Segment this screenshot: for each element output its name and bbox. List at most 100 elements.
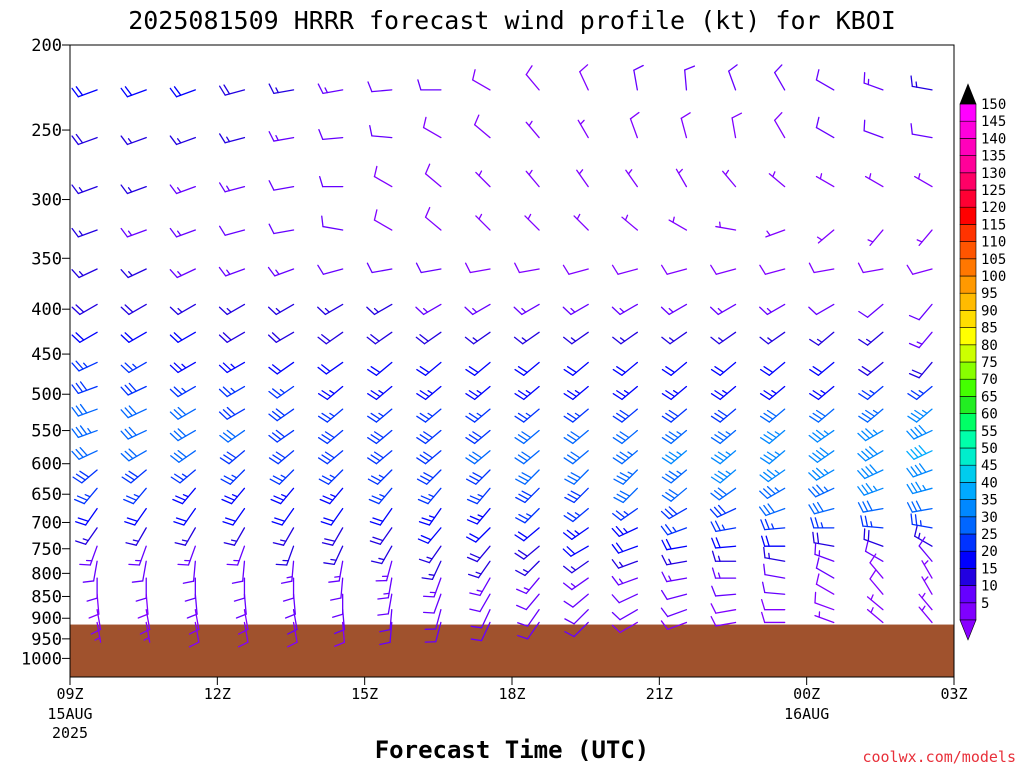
barb-staff (719, 469, 737, 484)
barb-staff (675, 168, 688, 188)
barb-flag (710, 457, 721, 465)
barb-flag (75, 360, 84, 370)
wind-barb (918, 605, 933, 624)
barb-flag (369, 540, 381, 545)
barb-flag (226, 406, 236, 416)
wind-barb (759, 486, 786, 499)
barb-flag (869, 569, 877, 580)
barb-staff (276, 385, 295, 399)
barb-staff (224, 136, 246, 144)
barb-half-flag (324, 87, 329, 94)
wind-barb (231, 560, 246, 584)
barb-flag (910, 390, 921, 398)
barb-half-flag (618, 561, 624, 568)
barb-staff (572, 429, 589, 445)
barb-flag (564, 631, 575, 638)
barb-half-flag (378, 474, 385, 479)
barb-flag (188, 641, 200, 648)
barb-half-flag (378, 412, 385, 417)
barb-flag (619, 431, 630, 439)
barb-staff (127, 429, 147, 440)
wind-barb (857, 428, 884, 442)
barb-flag (710, 615, 717, 627)
barb-half-flag (915, 81, 918, 88)
barb-staff (476, 487, 491, 505)
wind-barb (379, 621, 393, 646)
barb-flag (75, 405, 84, 416)
barb-flag (563, 392, 574, 401)
barb-flag (808, 488, 817, 498)
wind-barb (809, 331, 835, 346)
barb-flag (268, 83, 275, 95)
barb-flag (562, 565, 573, 574)
barb-staff (127, 385, 147, 396)
barb-flag (319, 498, 331, 505)
wind-barb (218, 266, 246, 277)
barb-flag (714, 473, 725, 481)
barb-flag (661, 476, 672, 484)
barb-staff (126, 185, 147, 195)
wind-barb (71, 403, 98, 417)
barb-staff (572, 450, 589, 465)
barb-half-flag (922, 484, 927, 491)
wind-barb (611, 593, 638, 604)
wind-barb (564, 621, 589, 638)
barb-staff (719, 429, 737, 445)
barb-flag (268, 434, 278, 443)
barb-flag (563, 368, 574, 376)
barb-flag (665, 390, 676, 398)
barb-flag (123, 498, 135, 505)
barb-staff (815, 487, 835, 498)
wind-barb (562, 545, 589, 557)
barb-flag (815, 429, 826, 438)
barb-staff (618, 593, 638, 604)
barb-staff (427, 527, 442, 544)
barb-flag (865, 409, 876, 417)
barb-flag (367, 415, 378, 423)
barb-staff (77, 429, 98, 439)
barb-staff (572, 507, 589, 523)
wind-barb (418, 507, 442, 526)
barb-flag (661, 539, 668, 551)
barb-flag (767, 503, 775, 514)
x-tick-sublabel: 15AUG (47, 705, 92, 723)
barb-staff (715, 609, 737, 614)
barb-staff (622, 469, 638, 485)
barb-half-flag (275, 87, 279, 94)
wind-barb (280, 560, 295, 584)
barb-staff (684, 69, 688, 91)
barb-flag (858, 338, 869, 346)
barb-flag (272, 388, 282, 397)
barb-flag (71, 306, 81, 316)
barb-staff (813, 507, 835, 515)
barb-staff (92, 560, 98, 582)
wind-barb (74, 487, 98, 505)
barb-staff (814, 614, 835, 624)
barb-flag (177, 428, 187, 437)
barb-flag (186, 613, 198, 619)
barb-flag (75, 86, 84, 96)
wind-barb (317, 450, 344, 465)
barb-staff (913, 450, 933, 460)
barb-flag (379, 641, 391, 646)
wind-barb (267, 331, 295, 343)
barb-flag (513, 306, 523, 316)
colorbar-swatch (959, 155, 977, 174)
wind-barb (661, 429, 688, 445)
y-tick-label: 750 (31, 540, 62, 560)
barb-half-flag (181, 473, 188, 478)
barb-flag (469, 475, 480, 482)
barb-half-flag (275, 269, 280, 275)
wind-barb (759, 450, 786, 465)
wind-barb (921, 560, 933, 579)
barb-staff (469, 268, 491, 274)
ground-fill (70, 624, 954, 677)
barb-half-flag (579, 119, 585, 125)
barb-staff (524, 560, 540, 577)
wind-barb (761, 581, 786, 595)
barb-staff (869, 562, 884, 579)
barb-flag (182, 580, 195, 584)
wind-barb (515, 560, 540, 577)
barb-staff (722, 170, 737, 188)
barb-flag (71, 269, 80, 279)
